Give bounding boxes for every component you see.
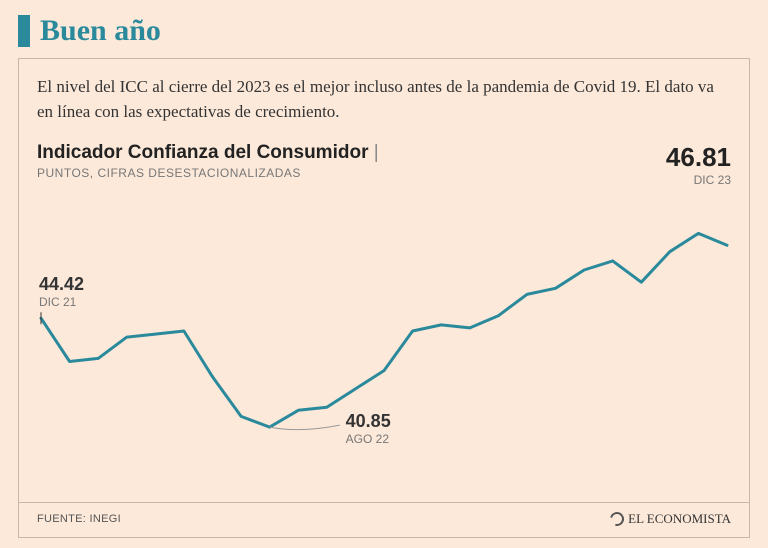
chart-header: Indicador Confianza del Consumidor | PUN… bbox=[37, 142, 731, 187]
publisher: EL ECONOMISTA bbox=[610, 511, 731, 527]
chart-title-separator: | bbox=[374, 142, 379, 163]
description-text: El nivel del ICC al cierre del 2023 es e… bbox=[37, 75, 731, 124]
min-annotation-value: 40.85 bbox=[346, 411, 391, 432]
min-annotation: 40.85 AGO 22 bbox=[346, 411, 391, 446]
source-line: FUENTE: INEGI bbox=[37, 513, 121, 525]
publisher-name: EL ECONOMISTA bbox=[628, 511, 731, 527]
min-annotation-label: AGO 22 bbox=[346, 432, 391, 446]
publisher-icon bbox=[608, 509, 627, 528]
end-label: DIC 23 bbox=[666, 173, 731, 187]
title-accent-bar bbox=[18, 15, 30, 47]
start-annotation-value: 44.42 bbox=[39, 274, 84, 295]
chart-title-text: Indicador Confianza del Consumidor bbox=[37, 142, 368, 163]
chart-title-block: Indicador Confianza del Consumidor | PUN… bbox=[37, 142, 379, 180]
title-row: Buen año bbox=[18, 14, 750, 48]
chart-subtitle: PUNTOS, CIFRAS DESESTACIONALIZADAS bbox=[37, 166, 379, 180]
card: El nivel del ICC al cierre del 2023 es e… bbox=[18, 58, 750, 538]
end-value: 46.81 bbox=[666, 142, 731, 173]
end-value-callout: 46.81 DIC 23 bbox=[666, 142, 731, 187]
card-footer: FUENTE: INEGI EL ECONOMISTA bbox=[19, 502, 749, 537]
page-title: Buen año bbox=[40, 14, 161, 48]
root: Buen año El nivel del ICC al cierre del … bbox=[0, 0, 768, 548]
source-name: INEGI bbox=[90, 513, 121, 525]
start-annotation-label: DIC 21 bbox=[39, 295, 84, 309]
source-prefix: FUENTE: bbox=[37, 513, 90, 525]
chart-title: Indicador Confianza del Consumidor | bbox=[37, 142, 379, 164]
start-annotation: 44.42 DIC 21 bbox=[39, 274, 84, 309]
chart-area: 44.42 DIC 21 40.85 AGO 22 bbox=[37, 191, 731, 471]
